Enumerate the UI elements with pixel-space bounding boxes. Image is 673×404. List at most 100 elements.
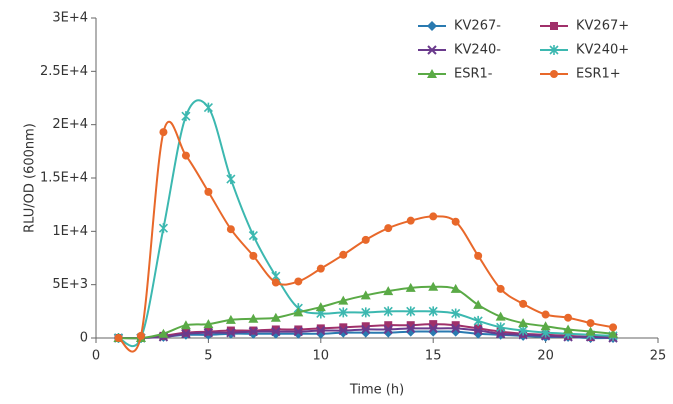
- legend-label: ESR1+: [576, 67, 621, 82]
- marker: [406, 323, 416, 334]
- marker: [429, 212, 438, 221]
- marker: [271, 326, 281, 337]
- marker: [427, 45, 437, 55]
- x-tick-label: 5: [204, 349, 212, 364]
- legend-label: KV240-: [454, 43, 501, 58]
- marker: [270, 312, 281, 322]
- marker: [226, 326, 235, 335]
- marker: [248, 313, 259, 323]
- marker: [294, 325, 303, 334]
- marker: [451, 321, 460, 330]
- marker: [384, 321, 393, 330]
- marker: [249, 251, 258, 260]
- marker: [180, 320, 191, 330]
- x-tick-label: 15: [425, 349, 442, 364]
- marker: [158, 328, 169, 338]
- marker: [428, 281, 439, 291]
- marker: [406, 321, 415, 330]
- marker: [248, 326, 259, 337]
- legend-label: KV267-: [454, 19, 501, 34]
- marker: [428, 306, 438, 317]
- y-tick-label: 1E+4: [52, 224, 88, 239]
- marker: [294, 277, 303, 286]
- legend-label: KV240+: [576, 43, 629, 58]
- marker: [518, 325, 528, 336]
- marker: [383, 286, 394, 296]
- marker: [158, 223, 169, 234]
- marker: [316, 324, 325, 333]
- marker: [609, 323, 618, 332]
- marker: [203, 327, 214, 338]
- marker: [361, 322, 370, 331]
- marker: [361, 307, 371, 318]
- marker: [114, 334, 123, 342]
- marker: [549, 45, 559, 55]
- marker: [550, 22, 558, 30]
- marker: [474, 251, 483, 260]
- marker: [338, 325, 348, 336]
- y-tick-label: 0: [80, 331, 88, 346]
- marker: [519, 299, 528, 308]
- marker: [450, 283, 461, 293]
- marker: [226, 225, 235, 234]
- series-line: [118, 99, 614, 348]
- marker: [541, 310, 550, 319]
- marker: [405, 282, 416, 292]
- marker: [518, 318, 529, 328]
- marker: [181, 329, 191, 339]
- marker: [204, 187, 213, 196]
- marker: [136, 331, 145, 340]
- marker: [586, 319, 595, 328]
- marker: [316, 325, 326, 336]
- marker: [338, 295, 349, 305]
- y-tick-label: 3E+4: [52, 11, 88, 26]
- marker: [293, 326, 304, 337]
- legend-label: KV267+: [576, 19, 629, 34]
- marker: [496, 322, 506, 333]
- x-tick-label: 0: [92, 349, 100, 364]
- marker: [361, 324, 371, 335]
- marker: [271, 325, 280, 334]
- y-axis-label: RLU/OD (600nm): [23, 123, 38, 233]
- marker: [563, 324, 574, 334]
- marker: [293, 307, 304, 317]
- marker: [159, 128, 168, 137]
- marker: [428, 323, 438, 334]
- marker: [225, 314, 236, 324]
- y-tick-label: 2.5E+4: [40, 64, 88, 79]
- marker: [203, 102, 213, 113]
- marker: [451, 308, 461, 319]
- marker: [338, 307, 348, 318]
- marker: [540, 321, 551, 331]
- marker: [550, 70, 558, 78]
- x-tick-label: 20: [537, 349, 554, 364]
- marker: [315, 302, 326, 312]
- marker: [181, 111, 191, 122]
- marker: [248, 230, 258, 241]
- y-tick-label: 5E+3: [52, 277, 88, 292]
- legend-label: ESR1-: [454, 67, 493, 82]
- marker: [226, 327, 236, 338]
- marker: [585, 326, 596, 336]
- marker: [564, 313, 573, 322]
- x-tick-label: 25: [650, 349, 667, 364]
- x-axis-label: Time (h): [349, 383, 404, 398]
- marker: [496, 284, 505, 293]
- marker: [339, 250, 348, 259]
- marker: [406, 216, 415, 225]
- marker: [360, 290, 371, 300]
- marker: [384, 224, 393, 233]
- y-tick-label: 1.5E+4: [40, 171, 88, 186]
- marker: [339, 323, 348, 332]
- marker: [427, 69, 437, 78]
- marker: [474, 324, 483, 333]
- marker: [203, 319, 214, 329]
- y-tick-label: 2E+4: [52, 117, 88, 132]
- marker: [361, 235, 370, 244]
- marker: [473, 299, 484, 309]
- marker: [383, 324, 393, 335]
- marker: [429, 320, 438, 329]
- marker: [383, 306, 393, 317]
- marker: [226, 174, 236, 185]
- marker: [181, 151, 190, 160]
